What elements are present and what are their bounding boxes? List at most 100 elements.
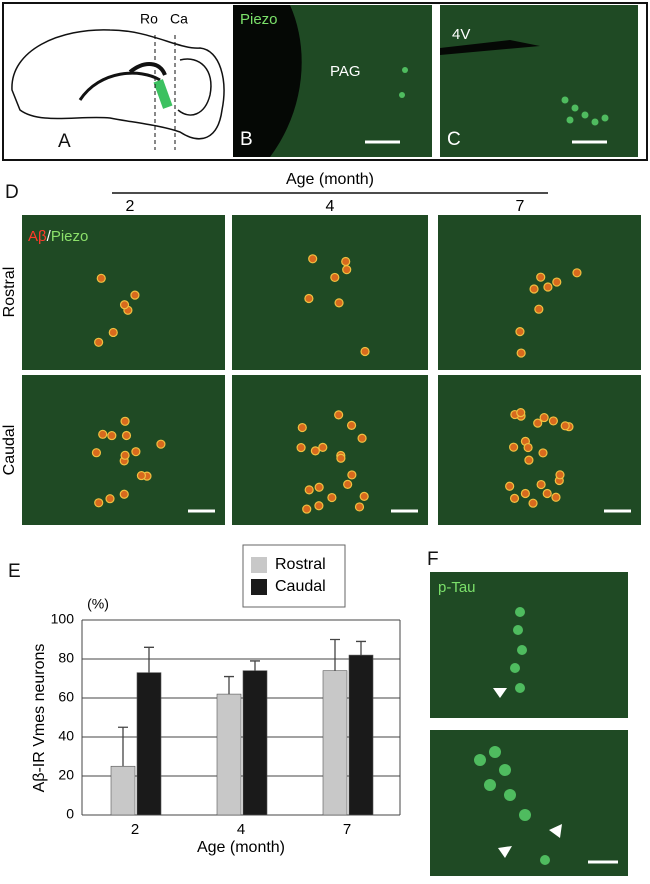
micrograph-grid [22,215,641,525]
stain-label: Piezo [240,11,278,28]
cell [555,470,565,480]
stain-sep: / [47,228,52,245]
cell [308,254,318,264]
column-label: 4 [326,198,335,215]
cell [536,272,546,282]
cell [334,410,344,420]
panel-label: B [240,129,253,150]
cell [509,442,519,452]
cell [524,455,534,465]
cell [120,450,130,460]
x-tick-label: 7 [343,821,351,838]
cut-label: Ro [140,11,158,27]
bar [136,672,162,816]
cell [156,439,166,449]
cell [516,407,526,418]
cell [534,304,544,314]
micrograph [438,215,641,370]
panel-label: A [58,131,71,152]
panel-label: D [5,182,19,203]
cell [327,492,337,503]
micrograph [22,375,225,525]
bar [110,765,136,816]
unit-label: (%) [87,596,109,612]
cell [523,442,533,453]
micrograph [440,5,638,157]
bar [242,670,268,816]
cell [347,470,357,480]
cell [318,442,328,452]
cell [533,418,543,428]
y-axis-title: Aβ-IR Vmes neurons [31,644,48,793]
cell [505,481,515,491]
cell [515,327,525,337]
micrograph [232,375,428,525]
legend-box [242,544,346,608]
cell [357,433,367,443]
cell [509,493,520,504]
cell [314,501,324,511]
vmes-marker [153,79,173,109]
cell [399,92,405,98]
cell [543,282,553,292]
cell [520,488,530,499]
cell [105,494,115,504]
cell [314,482,324,492]
cell [359,491,369,501]
panel-label: E [8,561,21,582]
error-bar [118,726,128,767]
x-axis-title: Age (month) [197,839,285,856]
cell [136,470,147,481]
arrowhead [498,846,512,858]
cell [529,284,539,294]
arrowhead [493,688,507,698]
cell-cluster [561,96,609,126]
y-tick-label: 80 [58,650,74,666]
cell [552,277,562,287]
y-tick-label: 60 [58,689,74,705]
micrograph [430,730,628,876]
cell [94,337,104,347]
cell [551,492,561,502]
row-label: Caudal [1,425,18,476]
panel-label: C [447,129,461,150]
legend-swatch [251,557,267,573]
cell [341,256,351,267]
cell [120,416,130,426]
cell [130,290,140,300]
cell [360,346,370,357]
cell [402,67,408,73]
cell [131,447,141,457]
cell [91,448,102,458]
ventricle [233,5,302,157]
cell [343,479,353,489]
axis-title: Age (month) [286,171,374,188]
brain-sketch [11,29,225,140]
cell [528,498,538,508]
cell [98,429,108,439]
bar-chart: 0 20 40 60 80 100 2 4 7 Rostral Caudal [51,544,401,838]
cell [297,422,307,433]
error-bar [330,638,340,671]
cell [346,420,357,430]
cell [539,412,549,423]
error-bar [224,675,234,695]
cell [354,502,365,512]
y-tick-label: 40 [58,728,74,744]
bar [348,654,374,816]
x-tick-label: 2 [131,821,139,838]
ventricle [440,40,540,55]
arrowhead [549,824,562,838]
column-label: 2 [126,198,135,215]
y-tick-label: 0 [66,806,74,822]
error-bar [250,660,260,671]
cell [516,348,526,358]
cell [96,273,106,283]
cell [560,421,570,431]
cell [548,416,558,426]
panel-frame [2,2,648,161]
cell [572,268,582,278]
legend-swatch [251,579,267,595]
cell [334,298,344,308]
